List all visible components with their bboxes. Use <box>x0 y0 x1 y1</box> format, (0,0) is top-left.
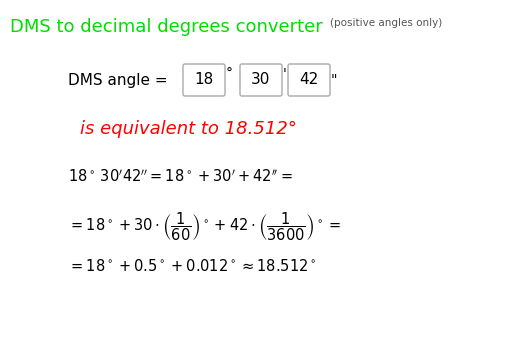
Text: $= 18^\circ + 30 \cdot \left(\dfrac{1}{60}\right)^\circ + 42 \cdot \left(\dfrac{: $= 18^\circ + 30 \cdot \left(\dfrac{1}{6… <box>68 210 341 242</box>
FancyBboxPatch shape <box>240 64 282 96</box>
Text: ': ' <box>283 67 287 81</box>
Text: 30: 30 <box>251 73 271 87</box>
Text: DMS to decimal degrees converter: DMS to decimal degrees converter <box>10 18 323 36</box>
FancyBboxPatch shape <box>288 64 330 96</box>
FancyBboxPatch shape <box>183 64 225 96</box>
Text: is equivalent to 18.512°: is equivalent to 18.512° <box>80 120 297 138</box>
Text: ": " <box>331 73 337 87</box>
Text: $18^\circ\, 30' 42'' = 18^\circ + 30' + 42'' =$: $18^\circ\, 30' 42'' = 18^\circ + 30' + … <box>68 168 293 185</box>
Text: °: ° <box>226 67 233 81</box>
Text: 18: 18 <box>195 73 214 87</box>
Text: DMS angle =: DMS angle = <box>68 73 173 87</box>
Text: 42: 42 <box>300 73 318 87</box>
Text: $= 18^\circ + 0.5^\circ + 0.012^\circ \approx 18.512^\circ$: $= 18^\circ + 0.5^\circ + 0.012^\circ \a… <box>68 258 316 274</box>
Text: (positive angles only): (positive angles only) <box>330 18 442 28</box>
